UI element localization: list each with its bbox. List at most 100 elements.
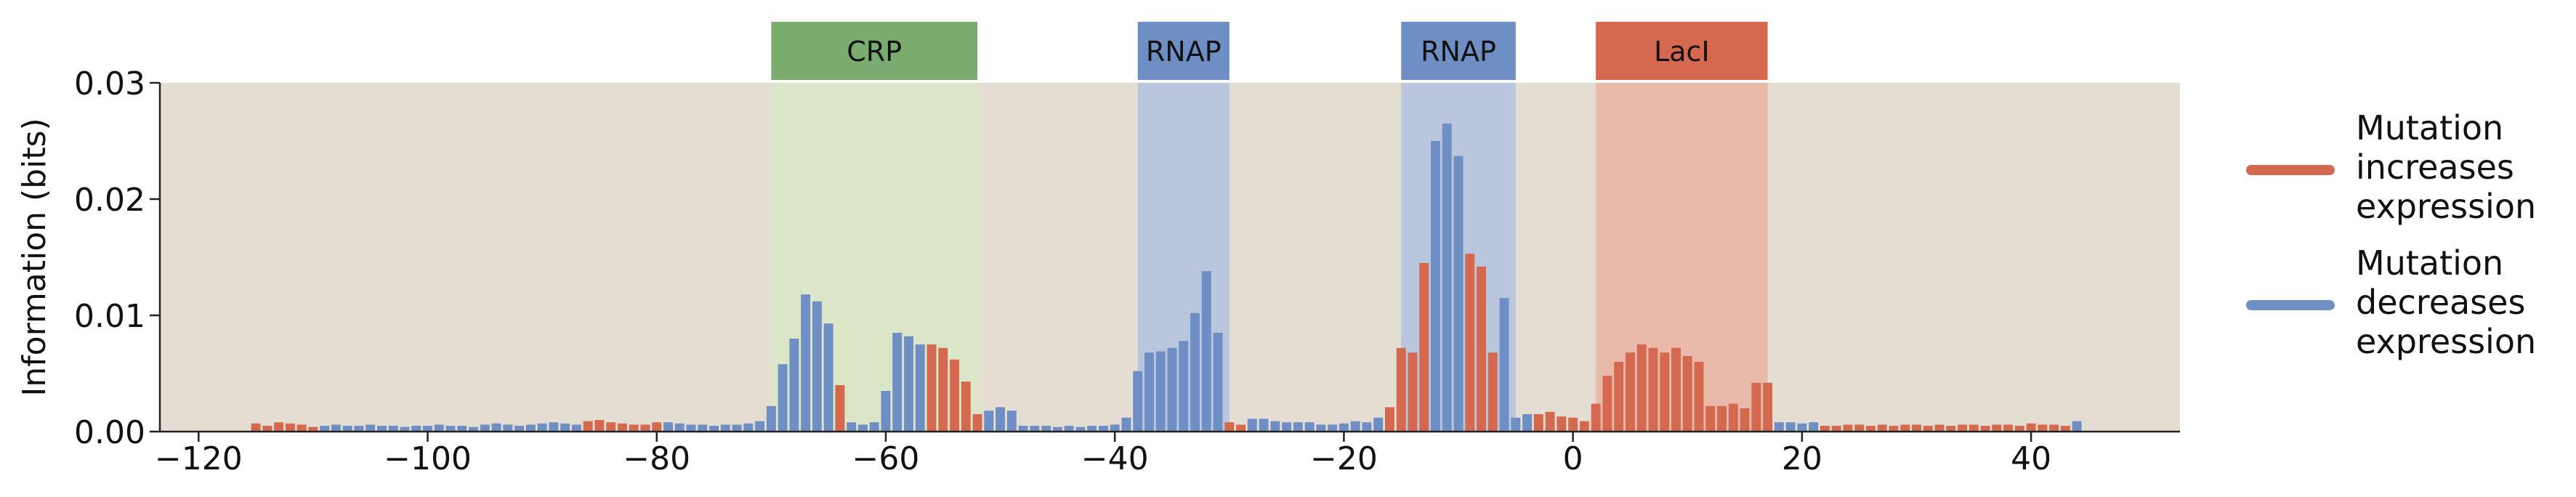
bar-increase xyxy=(1224,422,1235,432)
bar-increase xyxy=(1487,352,1498,432)
bar-increase xyxy=(652,422,662,432)
bar-decrease xyxy=(881,391,891,432)
region-label-rnap: RNAP xyxy=(1146,36,1222,68)
bar-decrease xyxy=(549,422,559,432)
bar-decrease xyxy=(342,426,352,432)
bar-increase xyxy=(1396,347,1406,432)
bar-increase xyxy=(1992,424,2002,432)
x-axis: −120 −100 −80 −60 −40 −20 0 20 40 xyxy=(155,430,2180,477)
bar-decrease xyxy=(1293,422,1303,432)
x-tick-label: −20 xyxy=(1310,440,1378,477)
bar-increase xyxy=(1958,424,1967,432)
bar-increase xyxy=(1385,407,1394,432)
bar-decrease xyxy=(1431,141,1440,432)
bar-increase xyxy=(1477,266,1487,432)
bar-decrease xyxy=(331,424,341,432)
region-label-box-rnap xyxy=(1137,22,1230,80)
bar-decrease xyxy=(1453,155,1463,432)
bar-decrease xyxy=(1511,417,1521,432)
bar-decrease xyxy=(1052,427,1062,432)
bars-layer xyxy=(251,124,2082,432)
bar-decrease xyxy=(1316,424,1326,432)
bar-decrease xyxy=(1785,422,1796,432)
bar-increase xyxy=(629,424,639,432)
bar-increase xyxy=(308,427,318,432)
bar-decrease xyxy=(1442,124,1452,432)
bar-increase xyxy=(262,426,272,432)
bar-decrease xyxy=(1155,351,1166,432)
bar-decrease xyxy=(1121,417,1131,432)
bar-increase xyxy=(1648,347,1658,432)
bar-increase xyxy=(251,423,261,432)
bar-increase xyxy=(1579,421,1589,432)
bar-increase xyxy=(1625,352,1635,432)
bar-decrease xyxy=(560,423,570,432)
bar-decrease xyxy=(514,426,525,432)
bar-decrease xyxy=(1041,426,1051,432)
bar-increase xyxy=(1465,254,1475,432)
bar-decrease xyxy=(503,424,513,432)
bar-increase xyxy=(1728,403,1738,432)
y-tick-label: 0.02 xyxy=(74,182,145,219)
bar-decrease xyxy=(388,426,398,432)
bar-decrease xyxy=(1190,312,1200,432)
bar-decrease xyxy=(904,336,913,432)
bar-decrease xyxy=(778,364,788,432)
bar-increase xyxy=(1820,426,1830,432)
bar-increase xyxy=(1568,417,1578,432)
bar-decrease xyxy=(698,424,708,432)
bar-decrease xyxy=(1350,421,1360,432)
region-shade-laci xyxy=(1596,83,1768,432)
bar-increase xyxy=(1877,424,1887,432)
bar-decrease xyxy=(823,323,833,432)
bar-increase xyxy=(1763,382,1773,432)
bar-increase xyxy=(1556,416,1567,432)
x-tick-label: 0 xyxy=(1563,440,1583,477)
bar-decrease xyxy=(755,421,765,432)
bar-increase xyxy=(972,414,982,432)
bar-decrease xyxy=(1797,423,1807,432)
y-tick-label: 0.03 xyxy=(74,65,145,102)
bar-decrease xyxy=(354,426,364,432)
bar-decrease xyxy=(743,423,754,432)
x-tick-label: −60 xyxy=(852,440,920,477)
bar-decrease xyxy=(1362,422,1372,432)
bar-increase xyxy=(296,424,307,432)
bar-decrease xyxy=(1087,426,1097,432)
bar-decrease xyxy=(1282,422,1292,432)
bar-decrease xyxy=(720,424,730,432)
bar-decrease xyxy=(1499,298,1509,432)
region-label-laci: LacI xyxy=(1654,36,1710,68)
region-label-box-rnap xyxy=(1401,22,1516,80)
bar-increase xyxy=(2014,426,2024,432)
bar-increase xyxy=(961,381,971,432)
bar-increase xyxy=(1671,347,1681,432)
bar-decrease xyxy=(674,423,685,432)
bar-decrease xyxy=(789,339,799,432)
bar-increase xyxy=(1843,424,1853,432)
bar-decrease xyxy=(709,426,719,432)
bar-increase xyxy=(1831,426,1841,432)
bar-increase xyxy=(1865,426,1876,432)
bar-decrease xyxy=(445,426,456,432)
bar-decrease xyxy=(1018,426,1028,432)
legend: MutationincreasesexpressionMutationdecre… xyxy=(2246,108,2536,361)
bar-decrease xyxy=(732,424,742,432)
region-label-box-crp xyxy=(771,22,978,80)
bar-increase xyxy=(1614,362,1624,432)
bar-increase xyxy=(2049,424,2059,432)
bar-increase xyxy=(1591,403,1601,432)
bar-decrease xyxy=(537,423,547,432)
bar-decrease xyxy=(1167,347,1177,432)
bar-decrease xyxy=(1328,424,1338,432)
bar-increase xyxy=(1705,405,1716,432)
bar-decrease xyxy=(1030,426,1040,432)
bar-increase xyxy=(1854,424,1865,432)
legend-label-increase: increases xyxy=(2356,148,2514,187)
bar-decrease xyxy=(1110,424,1120,432)
bar-increase xyxy=(594,420,605,432)
bar-decrease xyxy=(801,294,811,432)
region-labels: CRP RNAP RNAP LacI xyxy=(771,22,1768,80)
bar-decrease xyxy=(480,424,490,432)
